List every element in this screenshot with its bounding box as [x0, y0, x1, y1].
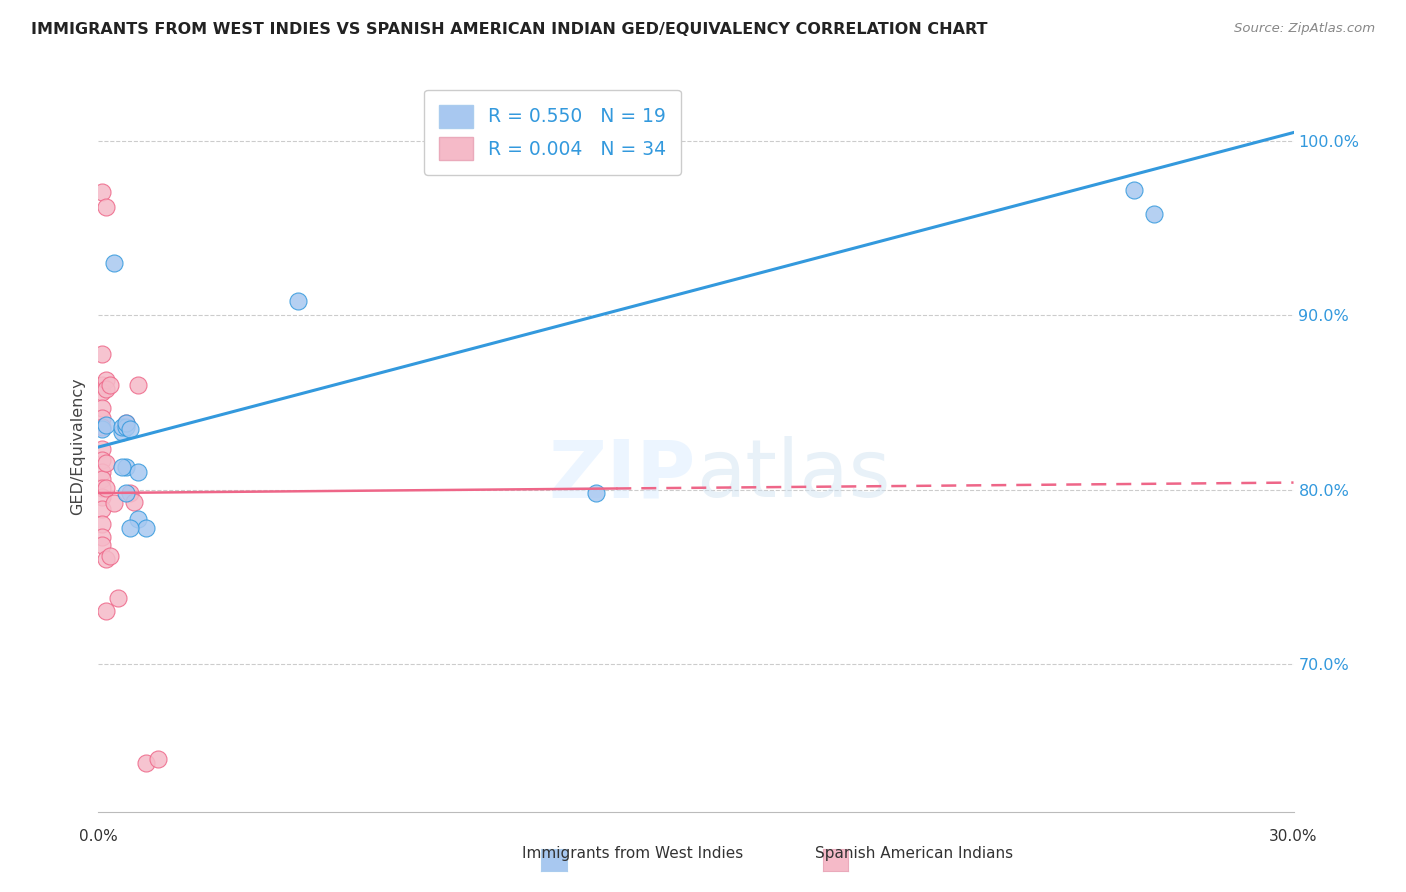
Point: [287, 294, 309, 309]
Text: ZIP: ZIP: [548, 436, 696, 515]
Point: [135, 756, 157, 770]
Point: [120, 521, 142, 535]
Text: IMMIGRANTS FROM WEST INDIES VS SPANISH AMERICAN INDIAN GED/EQUIVALENCY CORRELATI: IMMIGRANTS FROM WEST INDIES VS SPANISH A…: [31, 22, 987, 37]
Point: [91, 472, 114, 486]
Point: [111, 425, 134, 439]
Point: [148, 752, 170, 766]
Point: [96, 373, 118, 387]
Point: [115, 486, 138, 500]
Point: [91, 530, 114, 544]
Point: [91, 347, 114, 361]
Point: [111, 459, 134, 474]
Point: [120, 486, 142, 500]
Point: [91, 411, 114, 425]
Point: [98, 378, 122, 392]
Point: [91, 538, 114, 552]
Point: [107, 591, 129, 605]
Point: [96, 604, 118, 618]
Point: [91, 453, 114, 467]
Point: [1143, 207, 1166, 221]
Point: [115, 417, 138, 431]
Text: Source: ZipAtlas.com: Source: ZipAtlas.com: [1234, 22, 1375, 36]
Point: [120, 421, 142, 435]
Point: [91, 481, 114, 495]
Legend: R = 0.550   N = 19, R = 0.004   N = 34: R = 0.550 N = 19, R = 0.004 N = 34: [425, 90, 681, 175]
Point: [127, 512, 149, 526]
Point: [103, 496, 125, 510]
Point: [96, 418, 118, 433]
Point: [96, 382, 118, 396]
Point: [91, 442, 114, 457]
Point: [127, 378, 149, 392]
Point: [96, 201, 118, 215]
Text: 0.0%: 0.0%: [79, 830, 118, 844]
Point: [585, 486, 607, 500]
Point: [1123, 183, 1146, 197]
Point: [127, 465, 149, 479]
Point: [115, 459, 138, 474]
Point: [91, 517, 114, 532]
Text: 30.0%: 30.0%: [1270, 830, 1317, 844]
Point: [98, 549, 122, 563]
Point: [96, 481, 118, 495]
Point: [91, 185, 114, 199]
Point: [91, 420, 114, 434]
Point: [115, 417, 138, 431]
Point: [91, 421, 114, 435]
Point: [96, 552, 118, 566]
Point: [96, 457, 118, 471]
Point: [115, 420, 138, 434]
Point: [91, 490, 114, 504]
Point: [135, 521, 157, 535]
Text: Immigrants from West Indies: Immigrants from West Indies: [522, 847, 744, 861]
Point: [91, 384, 114, 399]
Text: Spanish American Indians: Spanish American Indians: [815, 847, 1012, 861]
Point: [91, 401, 114, 415]
Point: [124, 494, 146, 508]
Point: [111, 420, 134, 434]
Y-axis label: GED/Equivalency: GED/Equivalency: [70, 377, 86, 515]
Point: [103, 256, 125, 270]
Point: [91, 501, 114, 516]
Text: atlas: atlas: [696, 436, 890, 515]
Point: [91, 465, 114, 479]
Point: [91, 378, 114, 392]
